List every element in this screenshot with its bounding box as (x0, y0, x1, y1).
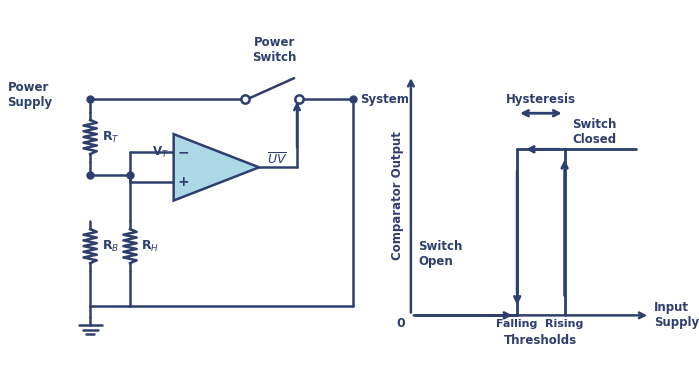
Text: $\overline{UV}$: $\overline{UV}$ (266, 152, 287, 167)
Text: Input
Supply: Input Supply (654, 301, 699, 329)
Text: Switch
Open: Switch Open (419, 240, 463, 268)
Text: Power
Supply: Power Supply (8, 81, 52, 109)
Text: System: System (361, 93, 410, 106)
Text: V$_T$: V$_T$ (152, 145, 169, 160)
Text: +: + (178, 175, 189, 189)
Text: Switch
Closed: Switch Closed (572, 118, 617, 146)
Text: Rising: Rising (545, 319, 584, 329)
Text: R$_T$: R$_T$ (101, 129, 120, 144)
Text: Power
Switch: Power Switch (252, 36, 297, 64)
Text: Thresholds: Thresholds (505, 334, 577, 348)
Text: Falling: Falling (496, 319, 538, 329)
Polygon shape (173, 134, 259, 200)
Text: R$_B$: R$_B$ (101, 238, 119, 254)
Text: Hysteresis: Hysteresis (506, 93, 576, 106)
Text: R$_H$: R$_H$ (141, 238, 159, 254)
Text: Comparator Output: Comparator Output (391, 131, 404, 260)
Text: 0: 0 (396, 317, 405, 330)
Text: −: − (178, 146, 189, 159)
